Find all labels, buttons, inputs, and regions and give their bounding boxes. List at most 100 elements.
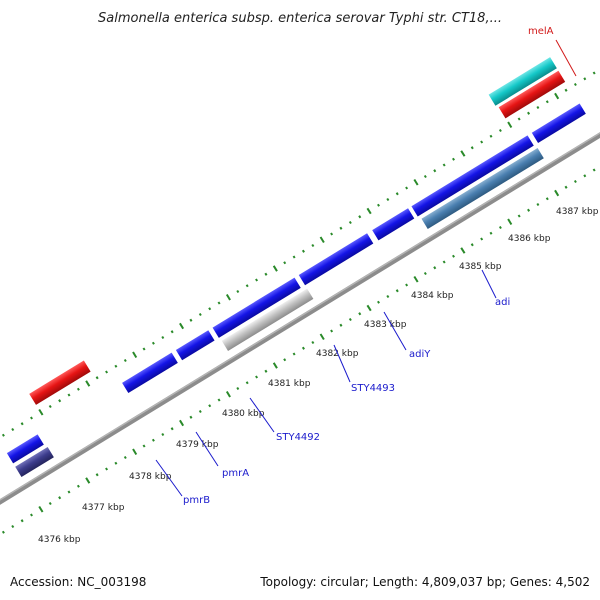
minor-tick-mark (527, 111, 531, 115)
minor-tick-mark (292, 352, 296, 356)
scale-label-4379: 4379 kbp (176, 440, 219, 450)
adi-callout-line (481, 269, 497, 299)
gene-feature-adi[interactable] (411, 135, 534, 217)
gene-feature-red-forward[interactable] (29, 360, 91, 405)
minor-tick-mark (498, 128, 502, 133)
minor-tick-mark (545, 100, 549, 104)
minor-tick-mark (151, 341, 155, 345)
major-tick-mark (507, 218, 513, 226)
major-tick-mark (179, 322, 185, 330)
gene-feature-adi-steel[interactable] (421, 147, 544, 230)
major-tick-mark (179, 419, 185, 427)
minor-tick-mark (480, 237, 484, 241)
gene-feature-purple[interactable] (15, 447, 54, 478)
minor-tick-mark (236, 289, 240, 294)
gene-feature-4[interactable] (212, 277, 301, 338)
minor-tick-mark (208, 307, 212, 311)
minor-tick-mark (311, 243, 315, 248)
minor-tick-mark (592, 71, 596, 75)
gene-label-adiY[interactable]: adiY (409, 349, 431, 360)
minor-tick-mark (292, 255, 296, 259)
minor-tick-mark (217, 398, 221, 402)
minor-tick-mark (301, 346, 305, 350)
minor-tick-mark (20, 519, 24, 523)
minor-tick-mark (67, 490, 71, 494)
minor-tick-mark (264, 272, 268, 276)
scale-label-4377: 4377 kbp (82, 503, 125, 513)
major-tick-mark (38, 505, 44, 513)
accession-text: Accession: NC_003198 (10, 575, 146, 589)
gene-feature-sty4492[interactable] (221, 288, 314, 351)
minor-tick-mark (452, 157, 455, 161)
minor-tick-mark (123, 358, 127, 363)
minor-tick-mark (583, 174, 587, 178)
minor-tick-mark (198, 409, 202, 414)
minor-tick-mark (255, 278, 259, 282)
minor-tick-mark (142, 347, 146, 351)
gene-feature-3[interactable] (175, 330, 215, 361)
gene-feature-2[interactable] (122, 352, 178, 394)
minor-tick-mark (442, 260, 446, 264)
outer-tick-ring (1, 71, 596, 437)
gene-label-melA[interactable]: melA (528, 26, 554, 37)
minor-tick-mark (545, 197, 549, 201)
gene-label-pmrA[interactable]: pmrA (222, 468, 249, 479)
minor-tick-mark (95, 376, 99, 380)
gene-label-pmrB[interactable]: pmrB (183, 495, 210, 506)
major-tick-mark (132, 448, 138, 456)
minor-tick-mark (236, 386, 240, 391)
minor-tick-mark (339, 226, 343, 230)
minor-tick-mark (405, 186, 409, 190)
minor-tick-mark (348, 220, 352, 225)
gene-feature-mela-red[interactable] (498, 70, 566, 119)
minor-tick-mark (142, 444, 146, 448)
scale-label-4382: 4382 kbp (316, 349, 359, 359)
minor-tick-mark (198, 312, 202, 317)
minor-tick-mark (564, 185, 568, 189)
gene-feature-5[interactable] (298, 233, 374, 286)
gene-label-sty4492[interactable]: STY4492 (276, 432, 320, 443)
minor-tick-mark (423, 271, 427, 276)
minor-tick-mark (30, 513, 33, 517)
minor-tick-mark (536, 105, 540, 110)
minor-tick-mark (311, 340, 315, 345)
gene-label-sty4493[interactable]: STY4493 (351, 383, 395, 394)
scale-label-4385: 4385 kbp (459, 262, 502, 272)
major-tick-mark (460, 150, 466, 157)
minor-tick-mark (217, 301, 221, 305)
major-tick-mark (554, 92, 560, 100)
minor-tick-mark (151, 438, 155, 442)
major-tick-mark (272, 362, 278, 369)
gene-feature-mela-cyan[interactable] (488, 57, 557, 106)
major-tick-mark (85, 477, 91, 484)
minor-tick-mark (170, 330, 174, 334)
major-tick-mark (460, 247, 466, 254)
minor-tick-mark (189, 318, 193, 322)
minor-tick-mark (30, 416, 33, 420)
gene-feature-1[interactable] (6, 434, 44, 464)
minor-tick-mark (283, 261, 287, 265)
gene-feature-6[interactable] (372, 208, 415, 241)
minor-tick-mark (498, 225, 502, 230)
gene-label-adi[interactable]: adi (495, 297, 510, 308)
major-tick-mark (507, 121, 513, 129)
major-tick-mark (272, 265, 278, 272)
minor-tick-mark (339, 323, 343, 327)
minor-tick-mark (592, 168, 596, 172)
minor-tick-mark (95, 473, 99, 477)
major-tick-mark (132, 351, 138, 359)
sty4493-callout-line (333, 344, 351, 383)
minor-tick-mark (123, 455, 127, 460)
scale-label-4383: 4383 kbp (364, 320, 407, 330)
minor-tick-mark (405, 283, 409, 287)
minor-tick-mark (386, 294, 390, 299)
gene-labels: melA adi adiY STY4493 STY4492 pmrA pmrB (183, 26, 554, 506)
scale-labels: 4376 kbp 4377 kbp 4378 kbp 4379 kbp 4380… (38, 207, 599, 545)
minor-tick-mark (442, 163, 446, 167)
topology-text: Topology: circular; Length: 4,809,037 bp… (259, 575, 590, 589)
minor-tick-mark (386, 197, 390, 202)
gene-feature-7[interactable] (531, 103, 586, 143)
minor-tick-mark (114, 364, 118, 368)
scale-label-4376: 4376 kbp (38, 535, 81, 545)
